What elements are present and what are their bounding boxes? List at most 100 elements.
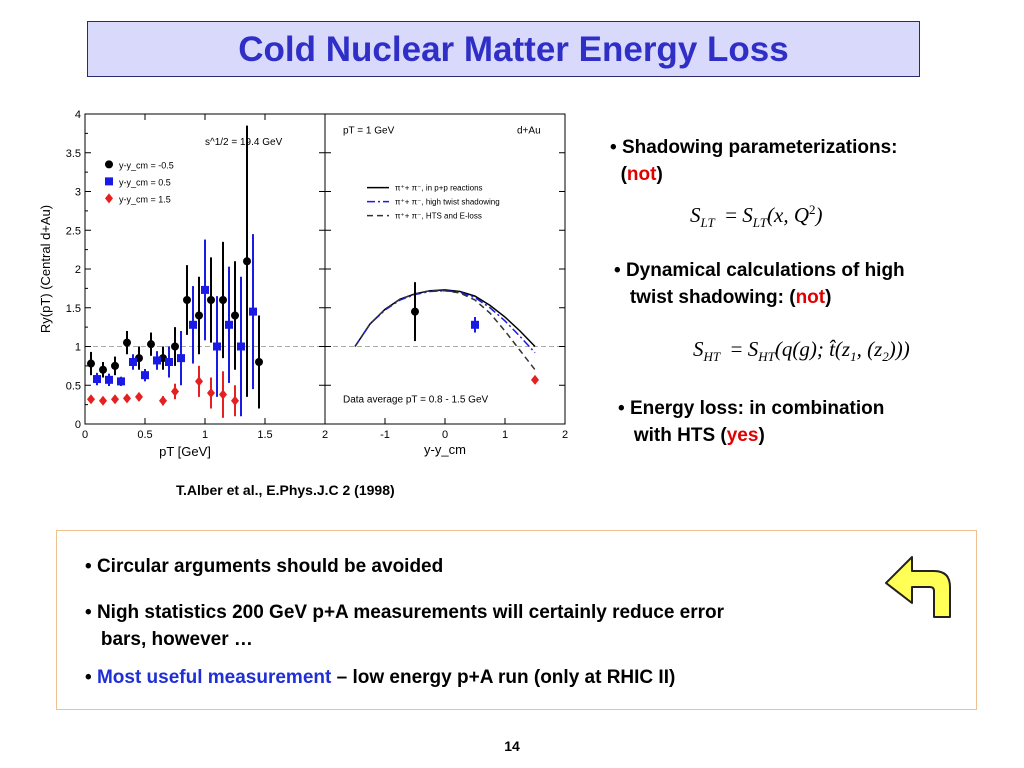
left-xtick-label: 0 bbox=[82, 429, 88, 441]
left-ytick-label: 2.5 bbox=[66, 225, 81, 237]
right-curve-s1 bbox=[354, 289, 536, 348]
left-legend-marker bbox=[105, 160, 113, 169]
right-xlabel: y-y_cm bbox=[424, 442, 466, 457]
left-point-s1 bbox=[123, 338, 131, 347]
not-label-1: not bbox=[626, 164, 657, 185]
right-data-point-3 bbox=[531, 374, 539, 385]
bullet-high-twist: • Dynamical calculations of high twist s… bbox=[614, 260, 905, 308]
left-point-s3 bbox=[219, 389, 227, 400]
chart-figure: 0 0.5 1 1.5 2 2.5 3 3.5 4 0 0.5 1 1.5 2 pT [GeV] Ry(pT)… bbox=[38, 109, 568, 459]
left-point-s2 bbox=[105, 375, 113, 384]
right-legend-label: π⁺+ π⁻, in p+p reactions bbox=[395, 184, 483, 193]
left-point-s2 bbox=[225, 320, 233, 329]
right-frame bbox=[324, 113, 566, 425]
title-banner: Cold Nuclear Matter Energy Loss bbox=[87, 21, 920, 77]
left-point-s1 bbox=[195, 311, 203, 320]
left-point-s3 bbox=[195, 376, 203, 387]
left-point-s3 bbox=[231, 395, 239, 406]
formula-sht: SHT = SHT(q(g); t̂(z1, (z2))) bbox=[693, 337, 910, 365]
right-curve-s2 bbox=[354, 289, 536, 354]
left-xtick-label: 2 bbox=[322, 429, 328, 441]
left-legend-label: y-y_cm = 1.5 bbox=[119, 194, 171, 204]
left-xtick-label: 1.5 bbox=[257, 429, 272, 441]
right-xtick-label: 0 bbox=[442, 429, 448, 441]
left-legend-label: y-y_cm = -0.5 bbox=[119, 160, 174, 170]
slide-title: Cold Nuclear Matter Energy Loss bbox=[238, 30, 789, 69]
left-point-s2 bbox=[237, 342, 245, 351]
left-point-s2 bbox=[201, 285, 209, 294]
left-point-s3 bbox=[111, 394, 119, 405]
right-annotation-left: pT = 1 GeV bbox=[343, 125, 395, 136]
right-data-point-2 bbox=[471, 320, 479, 329]
left-ytick-label: 3 bbox=[75, 187, 81, 199]
left-ytick-label: 3.5 bbox=[66, 148, 81, 160]
left-ylabel: Ry(pT) (Central d+Au) bbox=[38, 205, 53, 333]
summary-item-1: • Circular arguments should be avoided bbox=[85, 556, 444, 577]
left-point-s1 bbox=[147, 340, 155, 349]
left-point-s1 bbox=[255, 358, 263, 366]
left-ytick-label: 1 bbox=[75, 342, 81, 354]
left-annotation: s^1/2 = 19.4 GeV bbox=[205, 137, 283, 148]
left-xtick-label: 1 bbox=[202, 429, 208, 441]
left-point-s1 bbox=[171, 342, 179, 351]
left-point-s1 bbox=[111, 361, 119, 370]
summary-item-3: • Most useful measurement – low energy p… bbox=[85, 667, 676, 688]
left-point-s2 bbox=[93, 375, 101, 384]
left-point-s1 bbox=[87, 359, 95, 368]
left-legend-label: y-y_cm = 0.5 bbox=[119, 177, 171, 187]
yes-label: yes bbox=[726, 425, 759, 446]
left-ytick-label: 4 bbox=[75, 109, 81, 121]
left-ytick-label: 1.5 bbox=[66, 303, 81, 315]
left-point-s1 bbox=[231, 311, 239, 320]
left-point-s2 bbox=[141, 371, 149, 380]
summary-item-2: • Nigh statistics 200 GeV p+A measuremen… bbox=[85, 602, 725, 650]
left-point-s2 bbox=[153, 356, 161, 365]
left-point-s3 bbox=[123, 393, 131, 404]
left-ytick-label: 0.5 bbox=[66, 380, 81, 392]
most-useful-label: Most useful measurement bbox=[96, 667, 332, 688]
left-point-s2 bbox=[213, 342, 221, 351]
right-data-point-1 bbox=[411, 307, 419, 316]
left-point-s1 bbox=[183, 296, 191, 304]
left-legend-marker bbox=[105, 193, 113, 204]
left-point-s1 bbox=[219, 296, 227, 304]
left-point-s2 bbox=[129, 358, 137, 366]
page-number: 14 bbox=[504, 738, 520, 754]
left-point-s3 bbox=[99, 395, 107, 406]
summary-box: • Circular arguments should be avoided •… bbox=[56, 530, 977, 710]
bullet-energy-loss: • Energy loss: in combination with HTS (… bbox=[618, 398, 885, 446]
left-point-s3 bbox=[207, 388, 215, 398]
left-xlabel: pT [GeV] bbox=[159, 444, 211, 459]
formula-slt: SLT = SLT(x, Q2) bbox=[690, 202, 823, 231]
left-point-s2 bbox=[117, 377, 125, 386]
right-annotation-right: d+Au bbox=[517, 125, 541, 136]
left-ytick-label: 0 bbox=[75, 419, 81, 431]
right-xtick-label: 2 bbox=[562, 429, 568, 441]
left-point-s2 bbox=[177, 354, 185, 363]
right-legend-label: π⁺+ π⁻, HTS and E-loss bbox=[395, 212, 482, 221]
left-point-s3 bbox=[171, 386, 179, 397]
left-legend-marker bbox=[105, 177, 113, 186]
left-xtick-label: 0.5 bbox=[137, 429, 152, 441]
chart-right-panel: -1 0 1 2 y-y_cm pT = 1 GeV d+Au Data average pT… bbox=[324, 113, 568, 457]
right-xtick-label: -1 bbox=[380, 429, 390, 441]
left-point-s3 bbox=[87, 394, 95, 405]
left-point-s1 bbox=[99, 365, 107, 374]
bullet-shadowing: • Shadowing parameterizations: (not) bbox=[610, 137, 898, 185]
left-point-s2 bbox=[249, 307, 257, 316]
right-xtick-label: 1 bbox=[502, 429, 508, 441]
left-point-s3 bbox=[135, 391, 143, 402]
right-legend-label: π⁺+ π⁻, high twist shadowing bbox=[395, 198, 500, 207]
left-point-s1 bbox=[207, 296, 215, 304]
chart-left-panel: 0 0.5 1 1.5 2 2.5 3 3.5 4 0 0.5 1 1.5 2 pT [GeV] Ry(pT)… bbox=[38, 109, 328, 459]
left-point-s1 bbox=[243, 257, 251, 266]
back-arrow-icon[interactable] bbox=[882, 551, 954, 621]
not-label-2: not bbox=[795, 287, 826, 308]
right-curve-s3 bbox=[354, 289, 536, 371]
left-point-s2 bbox=[165, 358, 173, 366]
left-point-s3 bbox=[159, 395, 167, 406]
right-footer: Data average pT = 0.8 - 1.5 GeV bbox=[343, 394, 489, 405]
left-point-s2 bbox=[189, 320, 197, 329]
left-ytick-label: 2 bbox=[75, 264, 81, 276]
figure-caption: T.Alber et al., E.Phys.J.C 2 (1998) bbox=[176, 482, 395, 498]
